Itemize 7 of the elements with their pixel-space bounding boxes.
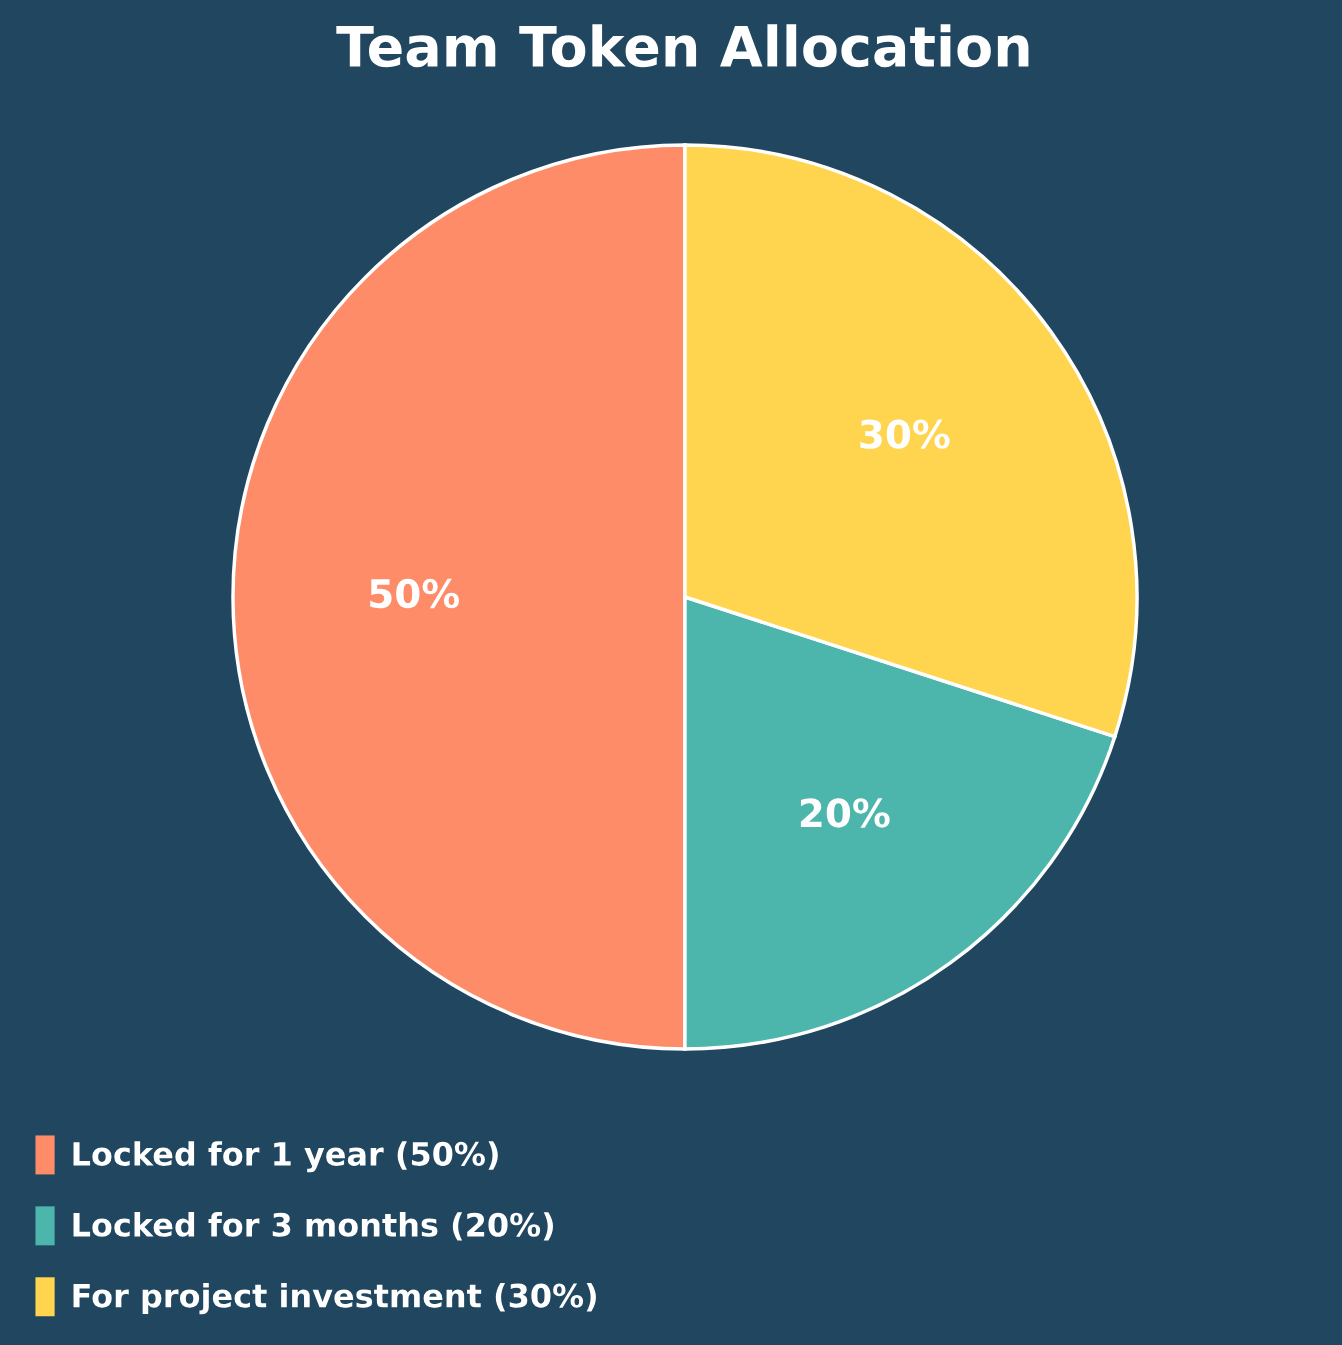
data-label: 50% <box>370 578 460 609</box>
legend-label: For project investment (30%) <box>73 1283 596 1315</box>
legend-label: Locked for 3 months (20%) <box>73 1212 553 1241</box>
data-label: 20% <box>800 798 890 828</box>
chart-title: Team Token Allocation <box>336 24 1029 68</box>
legend-label: Locked for 1 year (50%) <box>73 1141 498 1173</box>
data-label: 30% <box>860 419 950 449</box>
